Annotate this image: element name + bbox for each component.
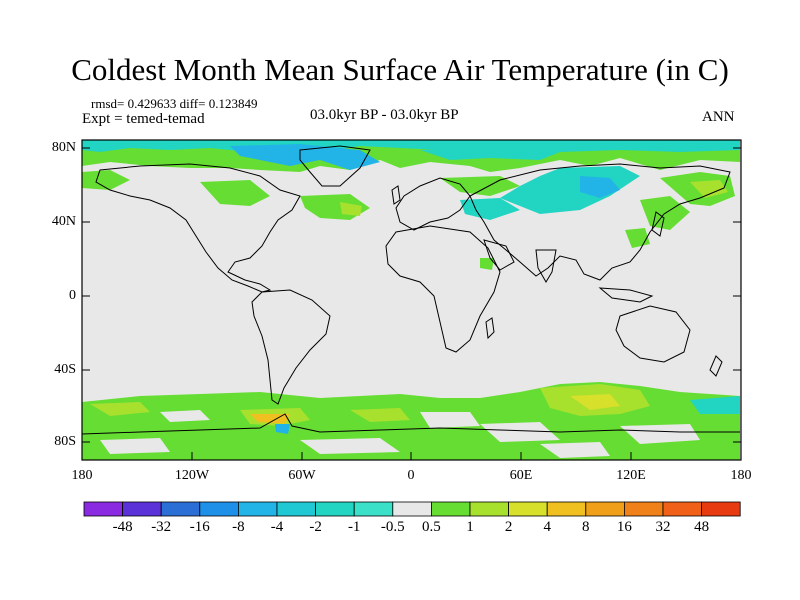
colorbar-label: 2 [504,519,513,535]
colorbar-swatch [701,501,741,517]
colorbar-swatch [546,501,587,517]
coastlines [82,145,740,435]
lon-label-180e: 180 [730,468,752,483]
experiment-text: Expt = temed-temad [82,111,205,127]
lat-label-80n: 80N [51,140,76,155]
colorbar-label: 32 [655,519,671,535]
lon-label-60e: 60E [509,468,533,483]
stats-text: rmsd= 0.429633 diff= 0.123849 [91,96,258,111]
axis-ticks [81,147,742,460]
colorbar-swatch [392,501,432,517]
colorbar-label: 8 [582,519,590,535]
colorbar-swatch [276,501,316,517]
colorbar-label: -32 [151,519,172,535]
colorbar-label: -0.5 [380,519,405,535]
colorbar-swatch [160,501,201,517]
arctic-anomaly-field [82,140,740,270]
colorbar-swatch [624,501,664,517]
colorbar-label: -8 [232,519,245,535]
colorbar-label: 16 [616,519,632,535]
lat-label-80s: 80S [54,434,76,449]
colorbar [83,501,741,517]
colorbar-swatch [469,501,509,517]
colorbar-label: -48 [112,519,133,535]
colorbar-label: 4 [543,519,551,535]
colorbar-label: -2 [309,519,322,535]
colorbar-swatch [430,501,471,517]
colorbar-swatch [353,501,394,517]
lon-label-60w: 60W [288,468,316,483]
colorbar-label: -4 [270,519,284,535]
lon-label-180w: 180 [71,468,93,483]
colorbar-swatch [315,501,355,517]
lon-label-120w: 120W [174,468,210,483]
colorbar-label: -16 [189,519,210,535]
antarctic-anomaly-field [82,382,740,460]
colorbar-label: 0.5 [422,519,441,535]
colorbar-swatch [237,501,278,517]
colorbar-swatch [199,501,239,517]
lon-label-0: 0 [407,468,415,483]
colorbar-label: -1 [347,519,361,535]
colorbar-swatch [83,501,123,517]
season-label: ANN [702,109,735,125]
lat-label-0: 0 [69,288,76,303]
colorbar-swatch [508,501,548,517]
lon-label-120e: 120E [616,468,646,483]
subtitle-text: 03.0kyr BP - 03.0kyr BP [310,107,459,123]
colorbar-label: 48 [694,519,710,535]
lat-label-40s: 40S [54,362,76,377]
colorbar-label: 1 [466,519,474,535]
plot-title: Coldest Month Mean Surface Air Temperatu… [71,52,729,87]
colorbar-swatch [122,501,162,517]
colorbar-swatch [662,501,702,517]
colorbar-swatch [585,501,625,517]
map-area [82,140,741,460]
lat-label-40n: 40N [51,214,76,229]
